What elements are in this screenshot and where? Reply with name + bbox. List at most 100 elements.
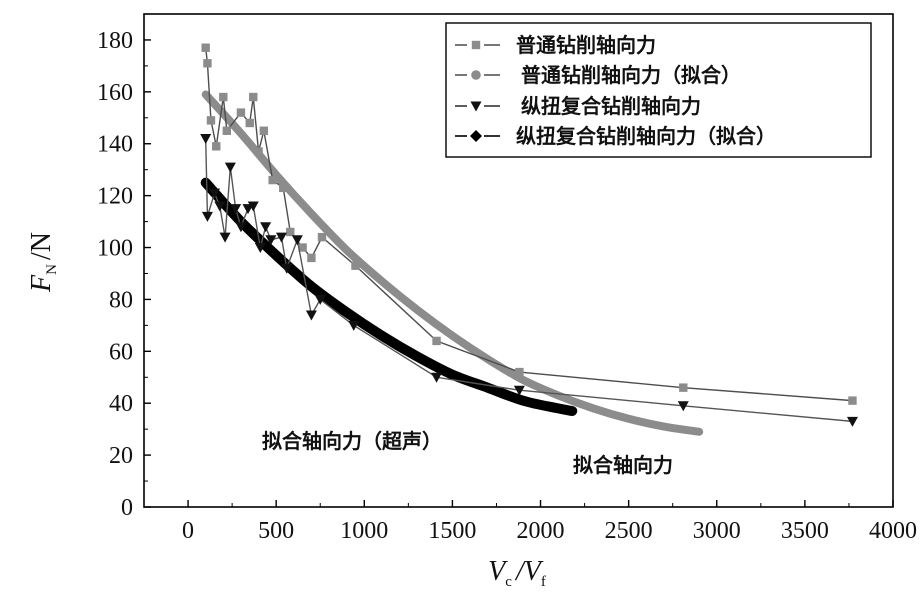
- data-point-2-0: [200, 134, 212, 145]
- legend-marker-3: [470, 130, 482, 142]
- y-tick-label: 160: [97, 80, 133, 106]
- x-axis-title: Vc/Vf: [488, 556, 546, 590]
- x-tick-label: 1000: [340, 518, 388, 544]
- data-point-0-16: [317, 232, 327, 242]
- legend-label-1: 普通钻削轴向力（拟合）: [521, 63, 741, 87]
- series-2: [200, 134, 858, 427]
- annotations-layer: 拟合轴向力（超声） 拟合轴向力: [262, 429, 673, 477]
- data-point-0-8: [249, 92, 258, 102]
- x-tick-label: 500: [258, 518, 294, 544]
- y-title-unit: /N: [26, 232, 57, 260]
- data-point-0-14: [298, 243, 307, 252]
- annotation-fit: 拟合轴向力: [573, 453, 673, 477]
- x-tick-label: 3000: [693, 518, 741, 544]
- data-point-0-2: [206, 116, 216, 125]
- data-point-0-7: [245, 118, 254, 128]
- data-point-2-20: [513, 385, 525, 396]
- data-point-2-18: [348, 320, 360, 331]
- data-point-2-19: [431, 372, 443, 383]
- x-title-sub1: c: [505, 574, 512, 590]
- data-point-2-4: [219, 232, 231, 243]
- data-point-2-22: [846, 416, 858, 427]
- series-3: [200, 177, 578, 416]
- data-point-2-13: [275, 232, 287, 243]
- y-tick-label: 120: [97, 184, 133, 210]
- data-point-2-7: [235, 222, 247, 233]
- y-tick-label: 20: [109, 443, 133, 469]
- data-point-0-17: [351, 261, 360, 270]
- data-point-0-9: [254, 147, 263, 156]
- y-title-main: F: [26, 274, 57, 293]
- x-title-sub2: f: [541, 574, 546, 590]
- data-point-0-13: [286, 227, 295, 237]
- y-tick-label: 60: [109, 339, 133, 365]
- data-point-2-12: [265, 235, 277, 246]
- x-tick-label: 4000: [869, 518, 917, 544]
- legend-box: [445, 22, 872, 158]
- data-point-2-5: [224, 162, 236, 173]
- y-tick-label: 100: [97, 236, 133, 262]
- fit-curve-3: [200, 177, 578, 416]
- y-tick-label: 80: [109, 287, 133, 313]
- data-point-2-1: [201, 211, 213, 222]
- data-point-2-6: [230, 204, 242, 215]
- data-point-2-21: [677, 401, 689, 412]
- x-title-main2: V: [524, 556, 544, 587]
- data-point-0-15: [307, 253, 316, 263]
- data-point-2-2: [208, 188, 220, 199]
- y-tick-label: 0: [121, 495, 133, 521]
- legend-label-0: 普通钻削轴向力: [516, 33, 656, 57]
- data-point-0-20: [679, 383, 688, 392]
- x-tick-label: 3500: [781, 518, 829, 544]
- data-point-2-14: [281, 263, 293, 274]
- data-point-0-1: [203, 59, 212, 68]
- data-point-0-18: [432, 336, 441, 346]
- x-title-main: V: [488, 556, 508, 587]
- legend-marker-2: [470, 101, 482, 112]
- data-point-0-0: [201, 43, 210, 52]
- x-tick-label: 2500: [605, 518, 653, 544]
- data-point-0-5: [222, 126, 232, 135]
- data-point-2-15: [291, 235, 303, 246]
- data-point-0-4: [219, 92, 228, 102]
- y-tick-label: 140: [97, 132, 133, 158]
- legend-item-1: 普通钻削轴向力（拟合）: [455, 63, 741, 87]
- legend-marker-1: [471, 70, 481, 80]
- data-point-0-21: [848, 396, 857, 405]
- data-point-2-11: [260, 222, 272, 233]
- legend-item-0: 普通钻削轴向力: [455, 33, 656, 57]
- y-axis-title: FN/N: [26, 232, 60, 293]
- data-point-2-10: [254, 243, 266, 254]
- x-title-sep: /: [514, 556, 526, 587]
- legend-label-2: 纵扭复合钻削轴向力: [521, 94, 701, 118]
- data-point-2-17: [314, 294, 326, 305]
- data-point-0-10: [259, 126, 269, 135]
- axes-layer: 0 500 1000 1500 2000 2500 3000 3500 4000 0 20 40 60 8…: [26, 13, 917, 590]
- data-point-0-3: [212, 142, 221, 151]
- data-point-0-19: [515, 367, 524, 377]
- plot-frame: [143, 13, 894, 508]
- series-0: [201, 43, 857, 405]
- y-tick-label: 40: [109, 391, 133, 417]
- series-layer: [200, 43, 858, 436]
- x-tick-label: 2000: [517, 518, 565, 544]
- data-point-2-9: [247, 201, 259, 212]
- x-tick-label: 1500: [428, 518, 476, 544]
- legend-item-3: 纵扭复合钻削轴向力（拟合）: [455, 124, 776, 148]
- legend-marker-0: [471, 40, 481, 50]
- y-title-sub: N: [44, 264, 60, 275]
- x-tick-label: 0: [182, 518, 194, 544]
- data-point-0-12: [279, 183, 288, 193]
- data-point-2-16: [305, 310, 317, 321]
- legend-label-3: 纵扭复合钻削轴向力（拟合）: [516, 124, 776, 148]
- data-point-2-3: [214, 201, 226, 212]
- y-tick-label: 180: [97, 28, 133, 54]
- series-line-0: [204, 47, 853, 402]
- legend-item-2: 纵扭复合钻削轴向力: [455, 94, 701, 118]
- data-point-0-11: [268, 175, 277, 185]
- data-point-0-6: [236, 108, 246, 117]
- annotation-ultrasonic-fit: 拟合轴向力（超声）: [262, 429, 442, 453]
